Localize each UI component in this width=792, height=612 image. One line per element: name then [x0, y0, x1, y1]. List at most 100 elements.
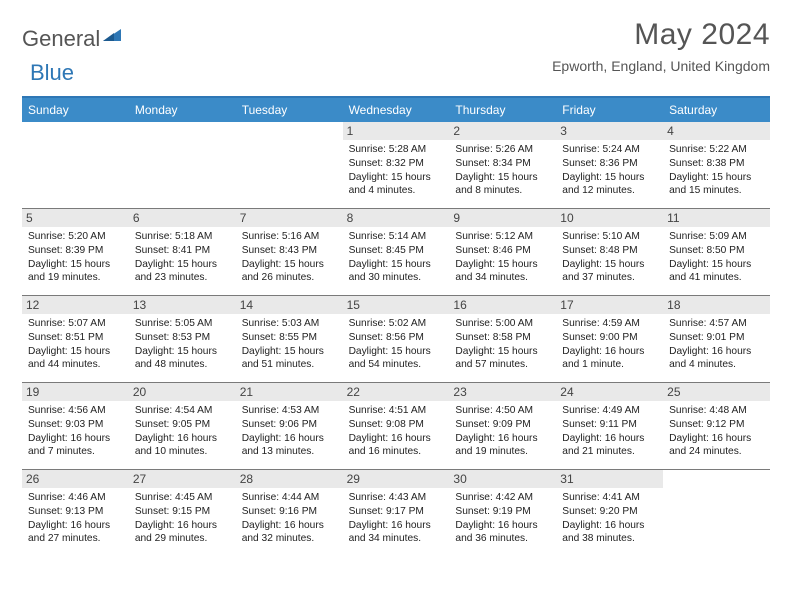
day-cell: 9Sunrise: 5:12 AMSunset: 8:46 PMDaylight… — [449, 209, 556, 295]
day-number: 16 — [449, 296, 556, 314]
logo-text-general: General — [22, 26, 100, 52]
day-number: 15 — [343, 296, 450, 314]
day-cell: 3 Sunrise: 5:24 AMSunset: 8:36 PMDaylight… — [556, 122, 663, 208]
day-number: 12 — [22, 296, 129, 314]
day-info: Sunrise: 5:09 AMSunset: 8:50 PMDaylight:… — [669, 230, 764, 285]
day-info: Sunrise: 5:07 AMSunset: 8:51 PMDaylight:… — [28, 317, 123, 372]
day-header-monday: Monday — [129, 98, 236, 122]
day-number: 23 — [449, 383, 556, 401]
day-cell: 21 Sunrise: 4:53 AMSunset: 9:06 PMDayligh… — [236, 383, 343, 469]
calendar: SundayMondayTuesdayWednesdayThursdayFrid… — [22, 96, 770, 556]
day-cell: 11 Sunrise: 5:09 AMSunset: 8:50 PMDayligh… — [663, 209, 770, 295]
day-info: Sunrise: 4:46 AMSunset: 9:13 PMDaylight:… — [28, 491, 123, 546]
day-number: 28 — [236, 470, 343, 488]
day-number: 30 — [449, 470, 556, 488]
day-cell: 24 Sunrise: 4:49 AMSunset: 9:11 PMDayligh… — [556, 383, 663, 469]
day-info: Sunrise: 5:16 AMSunset: 8:43 PMDaylight:… — [242, 230, 337, 285]
week-row: 1 Sunrise: 5:28 AMSunset: 8:32 PMDaylight… — [22, 122, 770, 208]
day-info: Sunrise: 4:54 AMSunset: 9:05 PMDaylight:… — [135, 404, 230, 459]
day-info: Sunrise: 5:00 AMSunset: 8:58 PMDaylight:… — [455, 317, 550, 372]
day-header-sunday: Sunday — [22, 98, 129, 122]
logo-text-blue: Blue — [30, 60, 74, 86]
day-number: 1 — [343, 122, 450, 140]
day-info: Sunrise: 5:14 AMSunset: 8:45 PMDaylight:… — [349, 230, 444, 285]
day-number: 13 — [129, 296, 236, 314]
day-header-wednesday: Wednesday — [343, 98, 450, 122]
day-cell: 1 Sunrise: 5:28 AMSunset: 8:32 PMDaylight… — [343, 122, 450, 208]
day-cell: 15Sunrise: 5:02 AMSunset: 8:56 PMDayligh… — [343, 296, 450, 382]
day-cell: 31Sunrise: 4:41 AMSunset: 9:20 PMDayligh… — [556, 470, 663, 556]
week-row: 19 Sunrise: 4:56 AMSunset: 9:03 PMDayligh… — [22, 382, 770, 469]
logo: General — [22, 18, 127, 52]
day-info: Sunrise: 5:24 AMSunset: 8:36 PMDaylight:… — [562, 143, 657, 198]
day-info: Sunrise: 4:51 AMSunset: 9:08 PMDaylight:… — [349, 404, 444, 459]
day-cell: 22 Sunrise: 4:51 AMSunset: 9:08 PMDayligh… — [343, 383, 450, 469]
day-cell: 28 Sunrise: 4:44 AMSunset: 9:16 PMDayligh… — [236, 470, 343, 556]
day-number: 26 — [22, 470, 129, 488]
day-number: 24 — [556, 383, 663, 401]
week-row: 12 Sunrise: 5:07 AMSunset: 8:51 PMDayligh… — [22, 295, 770, 382]
title-block: May 2024 Epworth, England, United Kingdo… — [552, 18, 770, 74]
month-title: May 2024 — [552, 18, 770, 52]
day-cell: 25Sunrise: 4:48 AMSunset: 9:12 PMDayligh… — [663, 383, 770, 469]
week-row: 26 Sunrise: 4:46 AMSunset: 9:13 PMDayligh… — [22, 469, 770, 556]
day-number: 7 — [236, 209, 343, 227]
day-cell: 8Sunrise: 5:14 AMSunset: 8:45 PMDaylight… — [343, 209, 450, 295]
day-info: Sunrise: 5:03 AMSunset: 8:55 PMDaylight:… — [242, 317, 337, 372]
day-info: Sunrise: 5:20 AMSunset: 8:39 PMDaylight:… — [28, 230, 123, 285]
day-number: 20 — [129, 383, 236, 401]
day-info: Sunrise: 5:26 AMSunset: 8:34 PMDaylight:… — [455, 143, 550, 198]
day-number: 2 — [449, 122, 556, 140]
day-info: Sunrise: 4:49 AMSunset: 9:11 PMDaylight:… — [562, 404, 657, 459]
day-info: Sunrise: 4:57 AMSunset: 9:01 PMDaylight:… — [669, 317, 764, 372]
day-cell: 2 Sunrise: 5:26 AMSunset: 8:34 PMDaylight… — [449, 122, 556, 208]
day-header-thursday: Thursday — [449, 98, 556, 122]
day-number: 22 — [343, 383, 450, 401]
day-number: 17 — [556, 296, 663, 314]
day-cell — [236, 122, 343, 208]
day-info: Sunrise: 4:45 AMSunset: 9:15 PMDaylight:… — [135, 491, 230, 546]
day-number: 31 — [556, 470, 663, 488]
day-number: 19 — [22, 383, 129, 401]
day-number: 18 — [663, 296, 770, 314]
day-number: 25 — [663, 383, 770, 401]
day-info: Sunrise: 4:50 AMSunset: 9:09 PMDaylight:… — [455, 404, 550, 459]
day-info: Sunrise: 5:10 AMSunset: 8:48 PMDaylight:… — [562, 230, 657, 285]
day-info: Sunrise: 5:28 AMSunset: 8:32 PMDaylight:… — [349, 143, 444, 198]
day-number: 14 — [236, 296, 343, 314]
day-cell: 10 Sunrise: 5:10 AMSunset: 8:48 PMDayligh… — [556, 209, 663, 295]
day-header-friday: Friday — [556, 98, 663, 122]
day-info: Sunrise: 4:59 AMSunset: 9:00 PMDaylight:… — [562, 317, 657, 372]
day-info: Sunrise: 5:18 AMSunset: 8:41 PMDaylight:… — [135, 230, 230, 285]
day-cell: 27Sunrise: 4:45 AMSunset: 9:15 PMDayligh… — [129, 470, 236, 556]
day-cell: 18 Sunrise: 4:57 AMSunset: 9:01 PMDayligh… — [663, 296, 770, 382]
day-info: Sunrise: 4:53 AMSunset: 9:06 PMDaylight:… — [242, 404, 337, 459]
flag-icon — [103, 29, 125, 50]
day-info: Sunrise: 4:43 AMSunset: 9:17 PMDaylight:… — [349, 491, 444, 546]
day-number: 3 — [556, 122, 663, 140]
day-number: 5 — [22, 209, 129, 227]
weeks: 1 Sunrise: 5:28 AMSunset: 8:32 PMDaylight… — [22, 122, 770, 556]
day-number: 21 — [236, 383, 343, 401]
day-number: 10 — [556, 209, 663, 227]
day-cell: 20 Sunrise: 4:54 AMSunset: 9:05 PMDayligh… — [129, 383, 236, 469]
day-cell: 30Sunrise: 4:42 AMSunset: 9:19 PMDayligh… — [449, 470, 556, 556]
day-number: 9 — [449, 209, 556, 227]
day-cell: 7 Sunrise: 5:16 AMSunset: 8:43 PMDaylight… — [236, 209, 343, 295]
day-info: Sunrise: 4:56 AMSunset: 9:03 PMDaylight:… — [28, 404, 123, 459]
day-cell: 16 Sunrise: 5:00 AMSunset: 8:58 PMDayligh… — [449, 296, 556, 382]
day-info: Sunrise: 5:22 AMSunset: 8:38 PMDaylight:… — [669, 143, 764, 198]
day-number: 11 — [663, 209, 770, 227]
day-cell: 5 Sunrise: 5:20 AMSunset: 8:39 PMDaylight… — [22, 209, 129, 295]
week-row: 5 Sunrise: 5:20 AMSunset: 8:39 PMDaylight… — [22, 208, 770, 295]
day-cell — [129, 122, 236, 208]
day-cell: 13 Sunrise: 5:05 AMSunset: 8:53 PMDayligh… — [129, 296, 236, 382]
day-number: 4 — [663, 122, 770, 140]
day-cell: 26 Sunrise: 4:46 AMSunset: 9:13 PMDayligh… — [22, 470, 129, 556]
day-info: Sunrise: 5:05 AMSunset: 8:53 PMDaylight:… — [135, 317, 230, 372]
day-header-tuesday: Tuesday — [236, 98, 343, 122]
day-number: 6 — [129, 209, 236, 227]
day-headers: SundayMondayTuesdayWednesdayThursdayFrid… — [22, 98, 770, 122]
day-info: Sunrise: 4:44 AMSunset: 9:16 PMDaylight:… — [242, 491, 337, 546]
day-header-saturday: Saturday — [663, 98, 770, 122]
